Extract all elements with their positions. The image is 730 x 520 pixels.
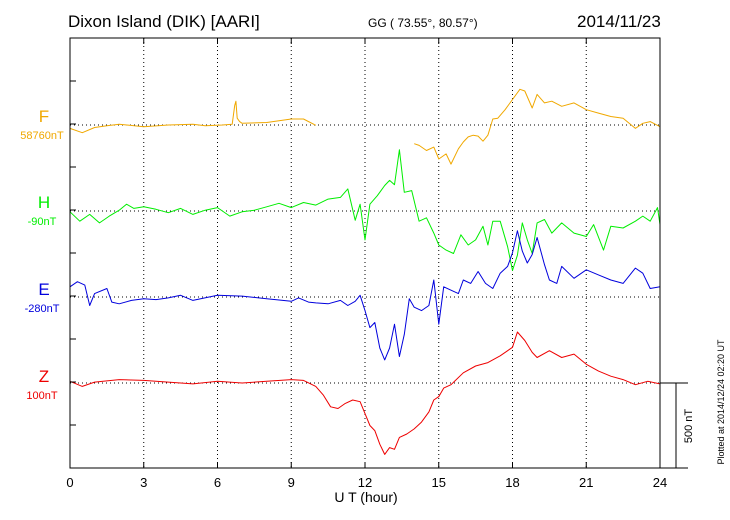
x-axis-label: U T (hour) bbox=[334, 489, 397, 505]
series-h-line bbox=[69, 149, 661, 271]
baseline-value-h: -90nT bbox=[28, 216, 57, 228]
baseline-value-e: -280nT bbox=[25, 303, 60, 315]
series-z-line bbox=[69, 331, 661, 455]
x-tick-label-3: 3 bbox=[140, 475, 147, 490]
grid bbox=[143, 38, 587, 468]
x-tick-label-6: 6 bbox=[214, 475, 221, 490]
scale-bar-label: 500 nT bbox=[683, 409, 695, 444]
x-axis-ticks: 0 3 6 9 12 15 18 21 24 bbox=[66, 38, 667, 490]
scale-bar: 500 nT bbox=[660, 382, 695, 469]
date-label: 2014/11/23 bbox=[577, 12, 661, 31]
component-letter-e: E bbox=[38, 280, 49, 299]
component-letter-z: Z bbox=[39, 367, 49, 386]
component-labels: F 58760nT H -90nT E -280nT Z 100nT bbox=[20, 107, 64, 402]
plotted-timestamp: Plotted at 2014/12/24 02:20 UT bbox=[716, 339, 726, 465]
x-tick-label-24: 24 bbox=[653, 475, 667, 490]
station-title: Dixon Island (DIK) [AARI] bbox=[68, 12, 260, 31]
series-e-line bbox=[69, 230, 661, 361]
data-series bbox=[69, 88, 661, 455]
x-tick-label-15: 15 bbox=[432, 475, 446, 490]
component-letter-f: F bbox=[39, 107, 49, 126]
component-letter-h: H bbox=[38, 193, 50, 212]
x-tick-label-0: 0 bbox=[66, 475, 73, 490]
x-tick-label-9: 9 bbox=[288, 475, 295, 490]
baseline-value-f: 58760nT bbox=[20, 130, 64, 142]
baseline-value-z: 100nT bbox=[26, 390, 57, 402]
station-coordinates: GG ( 73.55°, 80.57°) bbox=[368, 16, 478, 30]
x-tick-label-21: 21 bbox=[579, 475, 593, 490]
x-tick-label-12: 12 bbox=[358, 475, 372, 490]
series-f-line bbox=[69, 88, 661, 165]
x-tick-label-18: 18 bbox=[505, 475, 519, 490]
